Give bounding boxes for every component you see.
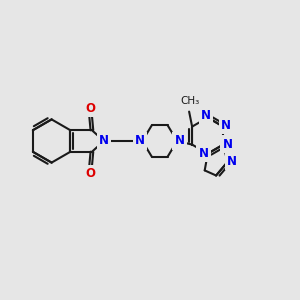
Text: N: N [199,146,208,160]
Text: O: O [85,167,95,180]
Text: CH₃: CH₃ [180,96,199,106]
Text: N: N [99,134,109,148]
Text: N: N [227,155,237,168]
Text: N: N [223,137,232,151]
Text: N: N [135,134,145,148]
Text: O: O [85,102,95,115]
Text: N: N [221,118,231,132]
Text: N: N [175,134,184,148]
Text: N: N [201,109,211,122]
